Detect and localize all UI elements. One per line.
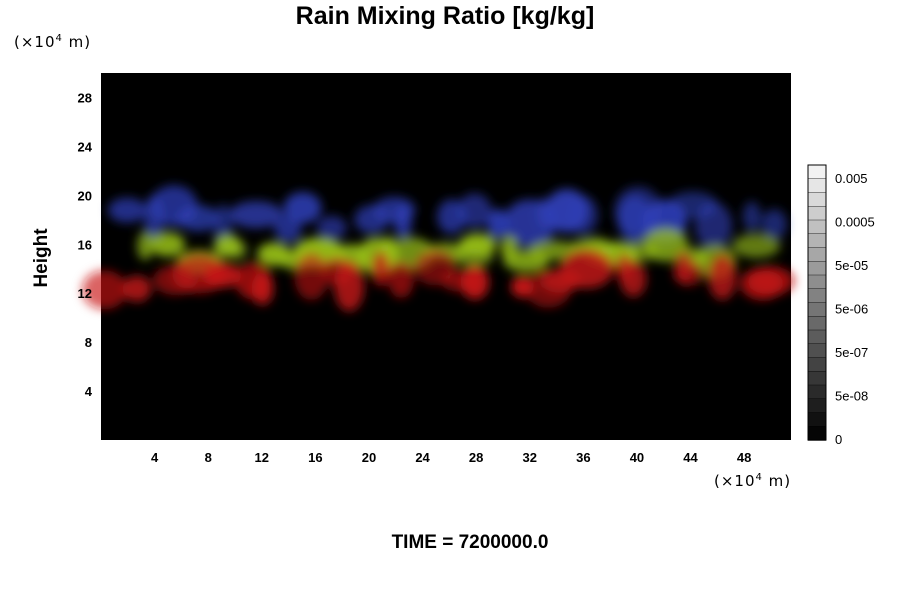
data-blob: [388, 261, 414, 299]
title-text: Rain Mixing Ratio: [295, 2, 506, 30]
data-blob: [742, 201, 761, 232]
colorbar-label: 0: [835, 432, 842, 447]
data-blob: [228, 201, 284, 229]
data-blob: [107, 197, 147, 223]
y-tick-label: 28: [78, 90, 92, 105]
data-blob: [694, 202, 733, 249]
y-tick-label: 20: [78, 188, 92, 203]
chart-title: Rain Mixing Ratio [kg/kg]: [0, 0, 890, 32]
colorbar-step: [807, 274, 827, 290]
data-blob: [251, 272, 274, 306]
data-blob: [394, 204, 412, 239]
data-blob: [316, 215, 347, 240]
data-blob: [149, 232, 186, 257]
colorbar-step: [807, 371, 827, 386]
data-blob: [122, 275, 152, 302]
x-tick-label: 44: [683, 450, 698, 465]
x-unit-prefix: (×10: [714, 472, 756, 490]
data-blob: [460, 265, 489, 300]
x-tick-label: 32: [523, 450, 537, 465]
y-unit-suffix: m): [62, 33, 92, 51]
colorbar-step: [807, 247, 827, 262]
y-tick-labels: 4 8 12 16 20 24 28: [78, 90, 93, 399]
time-label: TIME = 7200000.0: [391, 532, 549, 553]
data-blob: [643, 228, 689, 262]
data-blob: [137, 231, 154, 261]
data-blob: [274, 215, 302, 243]
y-tick-label: 8: [85, 335, 92, 350]
colorbar: 0.005 0.0005 5e-05 5e-06 5e-07 5e-08 0: [807, 164, 875, 447]
data-blob: [283, 192, 322, 224]
colorbar-step: [807, 206, 827, 221]
colorbar-frame: [807, 164, 827, 441]
data-blob: [82, 270, 128, 310]
colorbar-step: [807, 398, 827, 414]
data-blob: [334, 260, 365, 312]
y-axis-unit: (×104 m): [14, 33, 91, 51]
colorbar-step: [807, 384, 827, 400]
x-tick-labels: 4 8 12 16 20 24 28 32 36 40 44 48: [151, 450, 751, 465]
colorbar-label: 0.0005: [835, 215, 875, 230]
colorbar-step: [807, 329, 827, 345]
data-blob: [732, 233, 781, 258]
x-tick-label: 4: [151, 450, 159, 465]
colorbar-label: 5e-07: [835, 345, 868, 360]
colorbar-label: 5e-06: [835, 302, 868, 317]
data-blob: [487, 208, 509, 239]
colorbar-step: [807, 302, 827, 317]
colorbar-step: [807, 192, 827, 207]
x-tick-label: 16: [308, 450, 322, 465]
colorbar-label: 5e-05: [835, 258, 868, 273]
y-tick-label: 24: [78, 139, 93, 154]
colorbar-step: [807, 412, 827, 427]
colorbar-step: [807, 316, 827, 331]
data-blob: [747, 266, 795, 296]
data-blob: [202, 262, 242, 288]
data-field: [82, 185, 795, 312]
colorbar-step: [807, 164, 827, 180]
data-blob: [294, 252, 329, 301]
data-blob: [457, 193, 492, 228]
x-tick-label: 20: [362, 450, 376, 465]
x-tick-label: 36: [576, 450, 590, 465]
colorbar-step: [807, 357, 827, 372]
data-blob: [567, 195, 599, 235]
colorbar-step: [807, 261, 827, 276]
x-tick-label: 48: [737, 450, 751, 465]
colorbar-step: [807, 288, 827, 304]
data-blob: [620, 260, 647, 297]
y-tick-label: 4: [85, 384, 93, 399]
y-tick-label: 16: [78, 237, 92, 252]
data-blob: [228, 240, 248, 260]
x-axis-unit: (×104 m): [714, 472, 791, 490]
colorbar-step: [807, 233, 827, 249]
colorbar-label: 0.005: [835, 171, 868, 186]
x-tick-label: 12: [255, 450, 269, 465]
data-blob: [177, 205, 221, 232]
data-blob: [761, 209, 787, 240]
colorbar-step: [807, 178, 827, 194]
data-blob: [559, 249, 614, 289]
x-tick-label: 40: [630, 450, 644, 465]
x-unit-exponent: 4: [755, 472, 763, 483]
y-unit-exponent: 4: [55, 33, 63, 44]
colorbar-label: 5e-08: [835, 389, 868, 404]
x-tick-label: 8: [205, 450, 212, 465]
colorbar-step: [807, 219, 827, 235]
x-unit-suffix: m): [762, 472, 792, 490]
y-unit-prefix: (×10: [14, 33, 56, 51]
colorbar-step: [807, 343, 827, 359]
data-blob: [708, 253, 737, 300]
data-blob: [459, 233, 497, 256]
title-units: [kg/kg]: [512, 2, 595, 30]
data-blob: [674, 261, 704, 286]
data-blob: [371, 251, 390, 287]
x-tick-label: 28: [469, 450, 483, 465]
x-tick-label: 24: [415, 450, 430, 465]
y-tick-label: 12: [78, 286, 92, 301]
colorbar-step: [807, 426, 827, 441]
data-blob: [528, 241, 579, 261]
